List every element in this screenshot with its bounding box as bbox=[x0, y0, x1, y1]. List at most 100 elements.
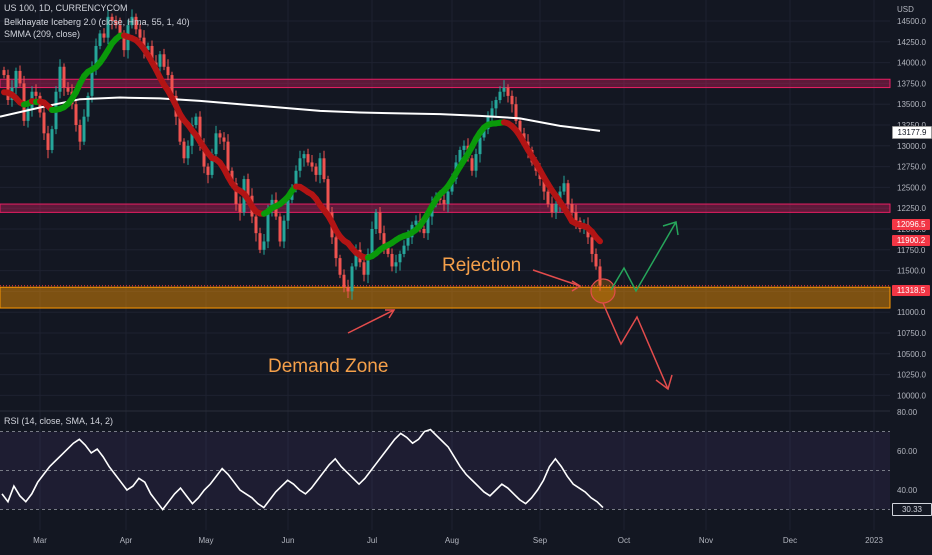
candle-body bbox=[415, 221, 418, 225]
time-tick-label: Aug bbox=[445, 536, 459, 545]
candle-body bbox=[163, 54, 166, 66]
annotation-rejection: Rejection bbox=[442, 255, 521, 276]
price-tick-label: 14000.0 bbox=[897, 59, 926, 68]
legend-symbol[interactable]: US 100, 1D, CURRENCYCOM bbox=[4, 3, 128, 13]
candle-body bbox=[463, 146, 466, 150]
smma-price-badge: 13177.9 bbox=[892, 126, 932, 139]
price-tick-label: 14250.0 bbox=[897, 38, 926, 47]
candle-body bbox=[63, 67, 66, 88]
candle-body bbox=[511, 96, 514, 104]
candle-body bbox=[83, 117, 86, 142]
candle-body bbox=[323, 158, 326, 179]
price-tick-label: 13500.0 bbox=[897, 100, 926, 109]
currency-label: USD bbox=[897, 5, 914, 14]
price-tick-label: 12750.0 bbox=[897, 163, 926, 172]
time-tick-label: Oct bbox=[618, 536, 631, 545]
price-tick-label: 11750.0 bbox=[897, 246, 926, 255]
candle-body bbox=[571, 204, 574, 212]
candle-body bbox=[595, 254, 598, 266]
legend-rsi[interactable]: RSI (14, close, SMA, 14, 2) bbox=[4, 416, 113, 426]
time-tick-label: Jun bbox=[282, 536, 295, 545]
candle-body bbox=[375, 212, 378, 229]
candle-body bbox=[51, 129, 54, 150]
rejection-circle bbox=[591, 279, 615, 303]
price-tick-label: 10750.0 bbox=[897, 329, 926, 338]
candle-body bbox=[491, 108, 494, 116]
time-tick-label: Jul bbox=[367, 536, 377, 545]
candle-body bbox=[563, 183, 566, 191]
candle-body bbox=[287, 200, 290, 221]
candle-body bbox=[207, 167, 210, 175]
legend-iceberg[interactable]: Belkhayate Iceberg 2.0 (close, Hma, 55, … bbox=[4, 17, 190, 27]
time-tick-label: Mar bbox=[33, 536, 47, 545]
candle-body bbox=[255, 217, 258, 234]
candle-body bbox=[139, 29, 142, 37]
candle-body bbox=[551, 204, 554, 212]
candle-body bbox=[327, 179, 330, 212]
candle-body bbox=[59, 67, 62, 92]
candle-body bbox=[371, 229, 374, 254]
candle-body bbox=[75, 104, 78, 125]
time-tick-label: Sep bbox=[533, 536, 548, 545]
time-tick-label: May bbox=[198, 536, 213, 545]
time-tick-label: Nov bbox=[699, 536, 713, 545]
candle-body bbox=[219, 133, 222, 137]
rsi-value-badge: 30.33 bbox=[892, 503, 932, 516]
candle-body bbox=[379, 212, 382, 233]
candle-body bbox=[15, 71, 18, 88]
price-tick-label: 11000.0 bbox=[897, 308, 926, 317]
price-tick-label: 14500.0 bbox=[897, 17, 926, 26]
candle-body bbox=[399, 254, 402, 262]
candle-body bbox=[35, 92, 38, 96]
candle-body bbox=[363, 262, 366, 274]
candle-body bbox=[343, 275, 346, 287]
lower-price-badge: 11900.2 bbox=[892, 235, 930, 246]
price-tick-label: 10250.0 bbox=[897, 371, 926, 380]
candle-body bbox=[591, 237, 594, 254]
candle-body bbox=[547, 192, 550, 204]
candle-body bbox=[391, 254, 394, 266]
candle-body bbox=[167, 67, 170, 75]
candle-body bbox=[311, 162, 314, 166]
candle-body bbox=[403, 246, 406, 254]
candle-body bbox=[319, 158, 322, 175]
iceberg-down-segment bbox=[596, 237, 600, 241]
candle-body bbox=[471, 158, 474, 170]
time-tick-label: 2023 bbox=[865, 536, 883, 545]
candle-body bbox=[503, 88, 506, 92]
candle-body bbox=[495, 100, 498, 108]
candle-body bbox=[47, 133, 50, 150]
rsi-tick-label: 80.00 bbox=[897, 408, 918, 417]
candle-body bbox=[183, 142, 186, 159]
resistance-zone bbox=[0, 79, 890, 87]
price-tick-label: 12250.0 bbox=[897, 204, 926, 213]
candle-body bbox=[79, 125, 82, 142]
candle-body bbox=[259, 233, 262, 250]
annotation-demand-zone: Demand Zone bbox=[268, 356, 388, 377]
candle-body bbox=[499, 92, 502, 100]
candle-body bbox=[575, 212, 578, 220]
candle-body bbox=[283, 221, 286, 242]
legend-smma[interactable]: SMMA (209, close) bbox=[4, 29, 80, 39]
price-tick-label: 10500.0 bbox=[897, 350, 926, 359]
candle-body bbox=[103, 33, 106, 37]
rsi-tick-label: 60.00 bbox=[897, 447, 918, 456]
price-tick-label: 10000.0 bbox=[897, 391, 926, 400]
candle-body bbox=[195, 117, 198, 125]
candle-body bbox=[475, 154, 478, 171]
candle-body bbox=[239, 204, 242, 212]
candle-body bbox=[227, 142, 230, 171]
candle-body bbox=[395, 262, 398, 266]
candle-body bbox=[19, 71, 22, 83]
candle-body bbox=[299, 158, 302, 170]
candle-body bbox=[555, 204, 558, 212]
candle-body bbox=[423, 229, 426, 233]
candle-body bbox=[567, 183, 570, 204]
price-tick-label: 12500.0 bbox=[897, 183, 926, 192]
candle-body bbox=[335, 237, 338, 258]
candle-body bbox=[307, 154, 310, 162]
candle-body bbox=[479, 137, 482, 154]
last-price-badge: 11318.5 bbox=[892, 285, 930, 296]
candle-body bbox=[279, 217, 282, 242]
